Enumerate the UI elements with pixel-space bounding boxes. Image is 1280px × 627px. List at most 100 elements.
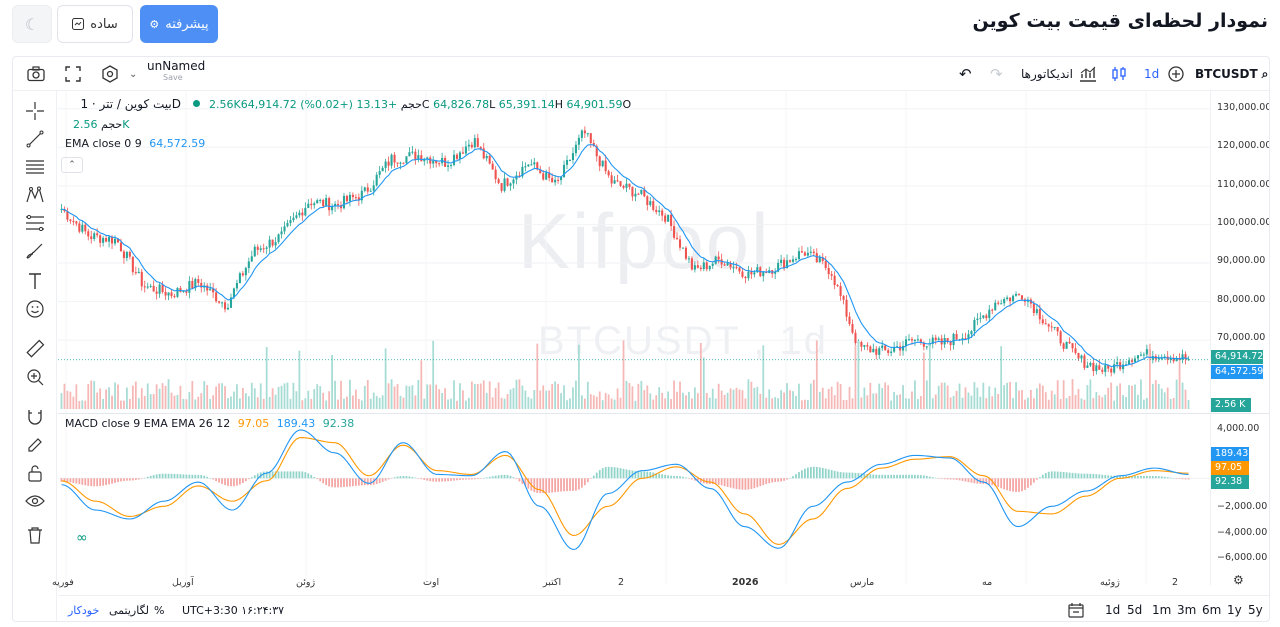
- macd-legend-label[interactable]: MACD close 9 EMA EMA 26 12: [65, 417, 231, 430]
- candle-body: [105, 238, 108, 242]
- scale-settings-button[interactable]: ⚙: [1233, 573, 1244, 587]
- macd-histogram-bar: [155, 474, 158, 479]
- visibility-tool[interactable]: [21, 489, 49, 513]
- lock-tool[interactable]: [21, 461, 49, 485]
- volume-bar: [634, 400, 637, 409]
- chart-widget: ⌄ unNamed Save ↶ ↷ اندیکاتورها 1d BTCUSD…: [12, 56, 1270, 622]
- timeframe-6m[interactable]: 6m: [1202, 603, 1222, 617]
- macd-histogram-bar: [833, 470, 836, 479]
- candle-body: [619, 181, 622, 186]
- simple-mode-button[interactable]: ساده: [57, 5, 133, 43]
- candle-body: [125, 252, 128, 258]
- candle-body: [973, 320, 976, 332]
- legend-high-label: H: [554, 98, 563, 111]
- fib-tool[interactable]: [21, 211, 49, 235]
- interval-button[interactable]: 1d: [1144, 67, 1160, 81]
- magnet-tool[interactable]: [21, 405, 49, 429]
- time-tick: 2: [1172, 577, 1179, 588]
- volume-bar: [970, 395, 973, 409]
- volume-bar: [473, 383, 476, 409]
- compare-button[interactable]: [1168, 57, 1184, 91]
- candle-body: [289, 220, 292, 224]
- timeframe-1m[interactable]: 1m: [1152, 603, 1172, 617]
- ema-legend-label[interactable]: EMA close 0 9: [65, 137, 142, 150]
- candle-body: [634, 193, 637, 197]
- macd-histogram-bar: [277, 471, 280, 479]
- log-scale-toggle[interactable]: لگاریتمی: [109, 603, 149, 617]
- timeframe-1d[interactable]: 1d: [1105, 603, 1121, 617]
- crosshair-tool[interactable]: [21, 99, 49, 123]
- zoom-tool[interactable]: [21, 365, 49, 389]
- volume-bar: [173, 395, 176, 409]
- macd-histogram-bar: [598, 470, 601, 479]
- volume-bar: [72, 396, 75, 409]
- macd-histogram-bar: [1030, 478, 1032, 486]
- undo-button[interactable]: ↶: [959, 57, 972, 91]
- volume-bar: [265, 346, 268, 409]
- macd-histogram-bar: [1169, 477, 1172, 479]
- candle-body: [360, 190, 363, 201]
- symbol-legend-title[interactable]: بیت کوین / تتر · 1D: [80, 97, 181, 111]
- candle-body: [482, 148, 485, 159]
- volume-bar: [1140, 379, 1142, 409]
- volume-bar: [1131, 385, 1133, 409]
- delete-tool[interactable]: [21, 523, 49, 547]
- horizontal-lines-tool[interactable]: [21, 155, 49, 179]
- macd-histogram-bar: [337, 478, 339, 488]
- candle-body: [1107, 365, 1110, 369]
- macd-histogram-bar: [845, 472, 848, 479]
- volume-bar: [735, 387, 738, 409]
- volume-bar: [384, 348, 387, 409]
- volume-bar: [946, 385, 949, 409]
- macd-histogram-bar: [682, 476, 684, 479]
- volume-bar: [188, 392, 191, 409]
- theme-toggle-button[interactable]: ☾: [12, 5, 52, 43]
- emoji-tool[interactable]: [21, 297, 49, 321]
- indicators-button[interactable]: اندیکاتورها: [1021, 57, 1097, 91]
- chart-name[interactable]: unNamed: [147, 59, 206, 73]
- candle-body: [307, 203, 310, 208]
- candle-body: [1062, 343, 1065, 349]
- chart-type-button[interactable]: [1111, 57, 1127, 91]
- measure-tool[interactable]: [21, 337, 49, 361]
- timeframe-1y[interactable]: 1y: [1227, 603, 1242, 617]
- auto-scale-toggle[interactable]: خودکار: [68, 603, 100, 617]
- pattern-tool[interactable]: [21, 183, 49, 207]
- candle-body: [140, 271, 143, 287]
- draw-mode-tool[interactable]: [21, 433, 49, 457]
- symbol-search-button[interactable]: BTCUSDT ⌕: [1195, 57, 1268, 91]
- snapshot-button[interactable]: [27, 57, 45, 91]
- time-axis[interactable]: فوریه آوریل ژوئن اوت اکتبر 2 2026 مارس م…: [52, 573, 1210, 595]
- macd-histogram-bar: [123, 478, 125, 481]
- macd-histogram-bar: [925, 476, 928, 479]
- fullscreen-button[interactable]: [65, 57, 81, 91]
- timeframe-5y[interactable]: 5y: [1248, 603, 1263, 617]
- pane-separator[interactable]: [58, 413, 1269, 414]
- percent-scale-toggle[interactable]: %: [154, 603, 165, 617]
- brush-tool[interactable]: [21, 239, 49, 263]
- price-scale[interactable]: 130,000.00 120,000.00 110,000.00 100,000…: [1210, 91, 1269, 587]
- volume-bar: [533, 390, 536, 409]
- macd-histogram-bar: [340, 478, 342, 488]
- chart-canvas[interactable]: Kifpool BTCUSDT , 1d: [58, 91, 1210, 585]
- candle-body: [646, 196, 649, 206]
- settings-button[interactable]: [101, 57, 119, 91]
- timeframe-5d[interactable]: 5d: [1127, 603, 1143, 617]
- macd-histogram-bar: [572, 478, 574, 491]
- candle-body: [664, 215, 667, 222]
- volume-bar: [191, 380, 194, 409]
- chart-name-block[interactable]: unNamed Save: [147, 59, 205, 82]
- advanced-mode-button[interactable]: پیشرفته ⚙: [140, 5, 218, 43]
- timezone-label[interactable]: UTC+3:30 ۱۶:۲۴:۳۷: [182, 603, 285, 617]
- timeframe-3m[interactable]: 3m: [1177, 603, 1197, 617]
- macd-tick: −6,000.00: [1217, 552, 1268, 563]
- collapse-legend-button[interactable]: ⌃: [61, 157, 83, 173]
- text-tool[interactable]: [21, 269, 49, 293]
- date-range-button[interactable]: [1068, 596, 1084, 621]
- save-label[interactable]: Save: [163, 73, 183, 82]
- trendline-tool[interactable]: [21, 127, 49, 151]
- chevron-down-icon[interactable]: ⌄: [129, 68, 138, 80]
- candle-body: [1169, 357, 1172, 360]
- macd-histogram-bar: [774, 478, 777, 482]
- redo-button[interactable]: ↷: [990, 57, 1003, 91]
